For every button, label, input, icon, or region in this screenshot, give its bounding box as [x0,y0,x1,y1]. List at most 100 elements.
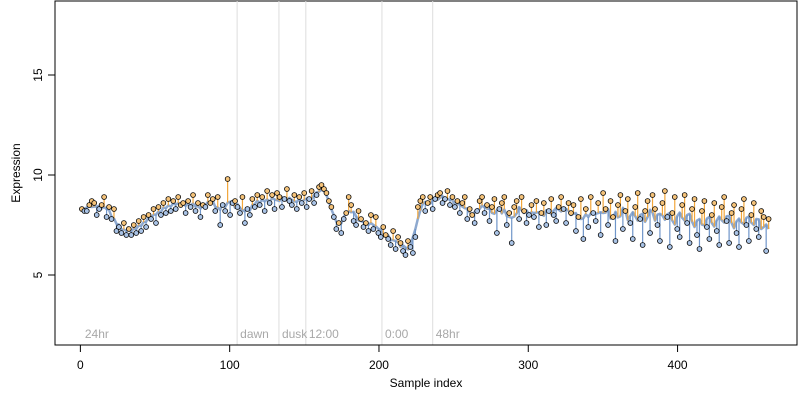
data-point [612,238,619,244]
data-point [172,206,179,212]
data-point [170,198,177,204]
data-point [395,234,401,240]
data-point [629,236,636,242]
data-point [751,200,757,206]
data-point [657,238,663,244]
data-point [471,220,478,226]
data-point [676,234,683,240]
data-point [755,234,762,240]
data-point [508,240,515,246]
data-point [713,228,720,234]
data-point [284,186,290,192]
x-tick-label-300: 300 [518,358,538,372]
data-point [649,192,656,198]
data-point [306,196,312,202]
data-point [424,200,431,206]
data-point [368,212,374,218]
data-point [699,208,705,214]
data-point [461,194,468,200]
data-point [701,198,708,204]
data-point [464,216,471,222]
data-point [350,218,357,224]
data-point [429,206,436,212]
data-point [103,214,110,220]
data-point [617,192,624,198]
data-point [163,210,169,216]
data-point [328,204,335,210]
data-point [210,196,216,202]
data-point [642,208,648,214]
data-point [496,206,503,212]
data-point [760,214,767,220]
y-axis-label: Expression [9,143,23,202]
data-point [758,208,765,214]
data-point [476,198,483,204]
data-point [165,196,172,202]
data-point [605,222,611,228]
data-point [447,202,453,208]
data-point [583,206,589,212]
data-point [494,230,500,236]
data-point [289,202,295,208]
marker-label-48hr: 48hr [436,327,460,341]
y-tick-label-10: 10 [31,168,45,182]
data-point [370,226,377,232]
data-point [622,208,629,214]
data-point [632,204,639,210]
data-point [291,192,298,198]
data-point [326,198,332,204]
data-point [301,190,308,196]
data-point [538,210,545,216]
y-axis: 5 10 15 [31,68,56,278]
data-point [390,228,396,234]
data-point [580,236,587,242]
data-point [560,206,567,212]
data-point [763,248,769,254]
data-point [281,196,288,202]
data-point [145,212,152,218]
data-point [531,214,537,220]
data-point [459,200,466,206]
data-point [143,224,149,230]
data-point [242,220,248,226]
data-point [479,194,485,200]
data-point [639,242,646,248]
data-point [741,196,747,202]
data-point [227,212,233,218]
data-point [427,194,433,200]
data-point [402,252,409,258]
data-point [212,208,219,214]
data-point [392,246,399,252]
data-point [738,206,745,212]
data-point [602,206,609,212]
data-point [331,214,337,220]
data-point [130,222,137,228]
data-point [274,190,280,196]
data-point [647,230,653,236]
plot-frame [54,0,798,346]
data-point [365,228,372,234]
data-point [286,198,293,204]
data-point [407,244,414,250]
data-point [671,194,678,200]
data-point [667,244,673,250]
data-point [160,200,167,206]
data-point [765,216,772,222]
data-point [217,222,224,228]
data-point [444,188,451,194]
data-point [182,210,189,216]
data-point [704,224,710,230]
data-point [116,224,122,230]
data-point [723,218,730,224]
data-point [627,220,634,226]
data-point [207,200,214,206]
data-point [363,220,369,226]
data-point [400,248,406,254]
data-point [654,222,661,228]
data-point [694,232,700,238]
data-point [405,238,411,244]
data-point [93,212,100,218]
data-point [489,204,495,210]
data-point [587,194,594,200]
